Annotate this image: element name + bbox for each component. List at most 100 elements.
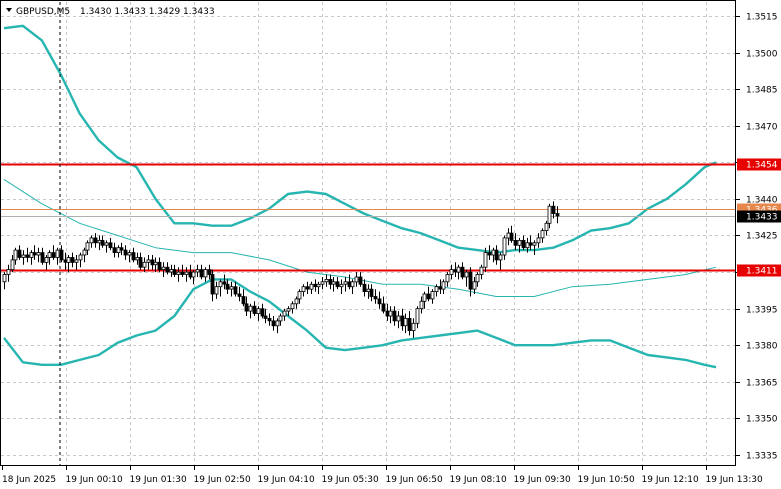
candle-body [555, 213, 560, 217]
y-tick-label: 1.3440 [746, 196, 778, 206]
candle-body [369, 288, 374, 297]
candle-body [237, 293, 242, 297]
x-tick-label: 19 Jun 10:50 [578, 475, 635, 485]
candle-body [445, 274, 450, 283]
candle-body [169, 269, 174, 273]
candle-body [502, 237, 507, 256]
candle-body [36, 252, 41, 256]
candle-body [551, 205, 556, 214]
candle-body [184, 271, 189, 275]
x-tick-label: 19 Jun 01:30 [130, 475, 187, 485]
candle-body [434, 286, 439, 293]
candle-body [123, 249, 128, 256]
y-tick-label: 1.3500 [746, 50, 778, 60]
candle-body [241, 296, 246, 305]
candle-body [165, 266, 170, 273]
candle-body [10, 259, 15, 271]
candle-body [138, 257, 143, 268]
candle-body [244, 303, 249, 312]
candle-body [441, 281, 446, 290]
candle-body [172, 269, 177, 275]
candle-body [487, 252, 492, 256]
candle-body [475, 274, 480, 283]
candle-body [66, 257, 71, 263]
candle-body [430, 291, 435, 300]
x-tick-label: 19 Jun 06:50 [386, 475, 443, 485]
candle-body [328, 278, 333, 285]
candle-body [142, 261, 147, 268]
candle-body [214, 286, 219, 295]
candle-body [472, 281, 477, 290]
candle-body [218, 281, 223, 288]
candle-body [153, 261, 158, 266]
candle-body [532, 242, 537, 246]
candle-body [407, 317, 412, 331]
candle-body [294, 298, 299, 305]
candle-body [354, 276, 359, 283]
candle-body [509, 232, 514, 241]
candle-body [271, 320, 276, 327]
candle-body [116, 247, 121, 253]
candle-body [320, 281, 325, 285]
candle-body [275, 320, 280, 327]
candle-body [350, 281, 355, 288]
candle-body [331, 281, 336, 285]
candle-body [55, 249, 60, 258]
chart-grid [1, 2, 736, 466]
candle-body [104, 242, 109, 246]
y-tick-label: 1.3425 [746, 232, 778, 242]
candle-body [513, 239, 518, 246]
candle-body [335, 281, 340, 288]
candle-body [456, 266, 461, 273]
candle-body [400, 315, 405, 327]
candle-body [85, 242, 90, 251]
candle-body [13, 249, 18, 261]
candle-body [483, 252, 488, 268]
candle-body [536, 237, 541, 244]
y-tick-label: 1.3380 [746, 342, 778, 352]
candle-body [381, 303, 386, 312]
candle-body [6, 269, 11, 275]
candle-body [150, 259, 155, 266]
candle-body [256, 308, 261, 315]
candle-body [494, 249, 499, 261]
candle-body [419, 300, 424, 309]
candle-body [479, 266, 484, 275]
y-tick-label: 1.3515 [746, 13, 778, 23]
candle-body [316, 283, 321, 288]
candle-body [525, 242, 530, 249]
candle-body [528, 242, 533, 246]
x-tick-label: 19 Jun 02:50 [194, 475, 251, 485]
y-tick-label: 1.3470 [746, 123, 778, 133]
level-price-tag [737, 264, 781, 277]
candle-body [210, 274, 215, 295]
dropdown-triangle-icon[interactable] [6, 8, 12, 12]
candle-body [135, 257, 140, 261]
candle-body [464, 271, 469, 278]
x-tick-label: 19 Jun 00:10 [66, 475, 123, 485]
x-tick-label: 19 Jun 05:30 [322, 475, 379, 485]
candle-body [377, 298, 382, 305]
level-price-label: 1.3433 [746, 213, 778, 223]
chart-header: GBPUSD,M5 1.3430 1.3433 1.3429 1.3433 [6, 7, 215, 17]
bollinger-bands [3, 24, 717, 369]
candle-body [127, 252, 132, 256]
candle-body [188, 271, 193, 278]
candle-body [453, 269, 458, 273]
candle-body [222, 281, 227, 285]
candle-body [229, 286, 234, 290]
middle-band-line [3, 178, 717, 297]
candle-body [286, 308, 291, 312]
x-tick-label: 19 Jun 08:10 [450, 475, 507, 485]
candle-body [267, 317, 272, 322]
candle-body [278, 315, 283, 322]
candle-body [396, 315, 401, 322]
candle-body [70, 257, 75, 263]
level-price-label: 1.3454 [746, 161, 778, 171]
lower-band-line [3, 278, 717, 369]
candle-body [388, 310, 393, 317]
y-tick-label: 1.3365 [746, 379, 778, 389]
candle-body [78, 254, 83, 261]
candle-body [313, 283, 318, 288]
